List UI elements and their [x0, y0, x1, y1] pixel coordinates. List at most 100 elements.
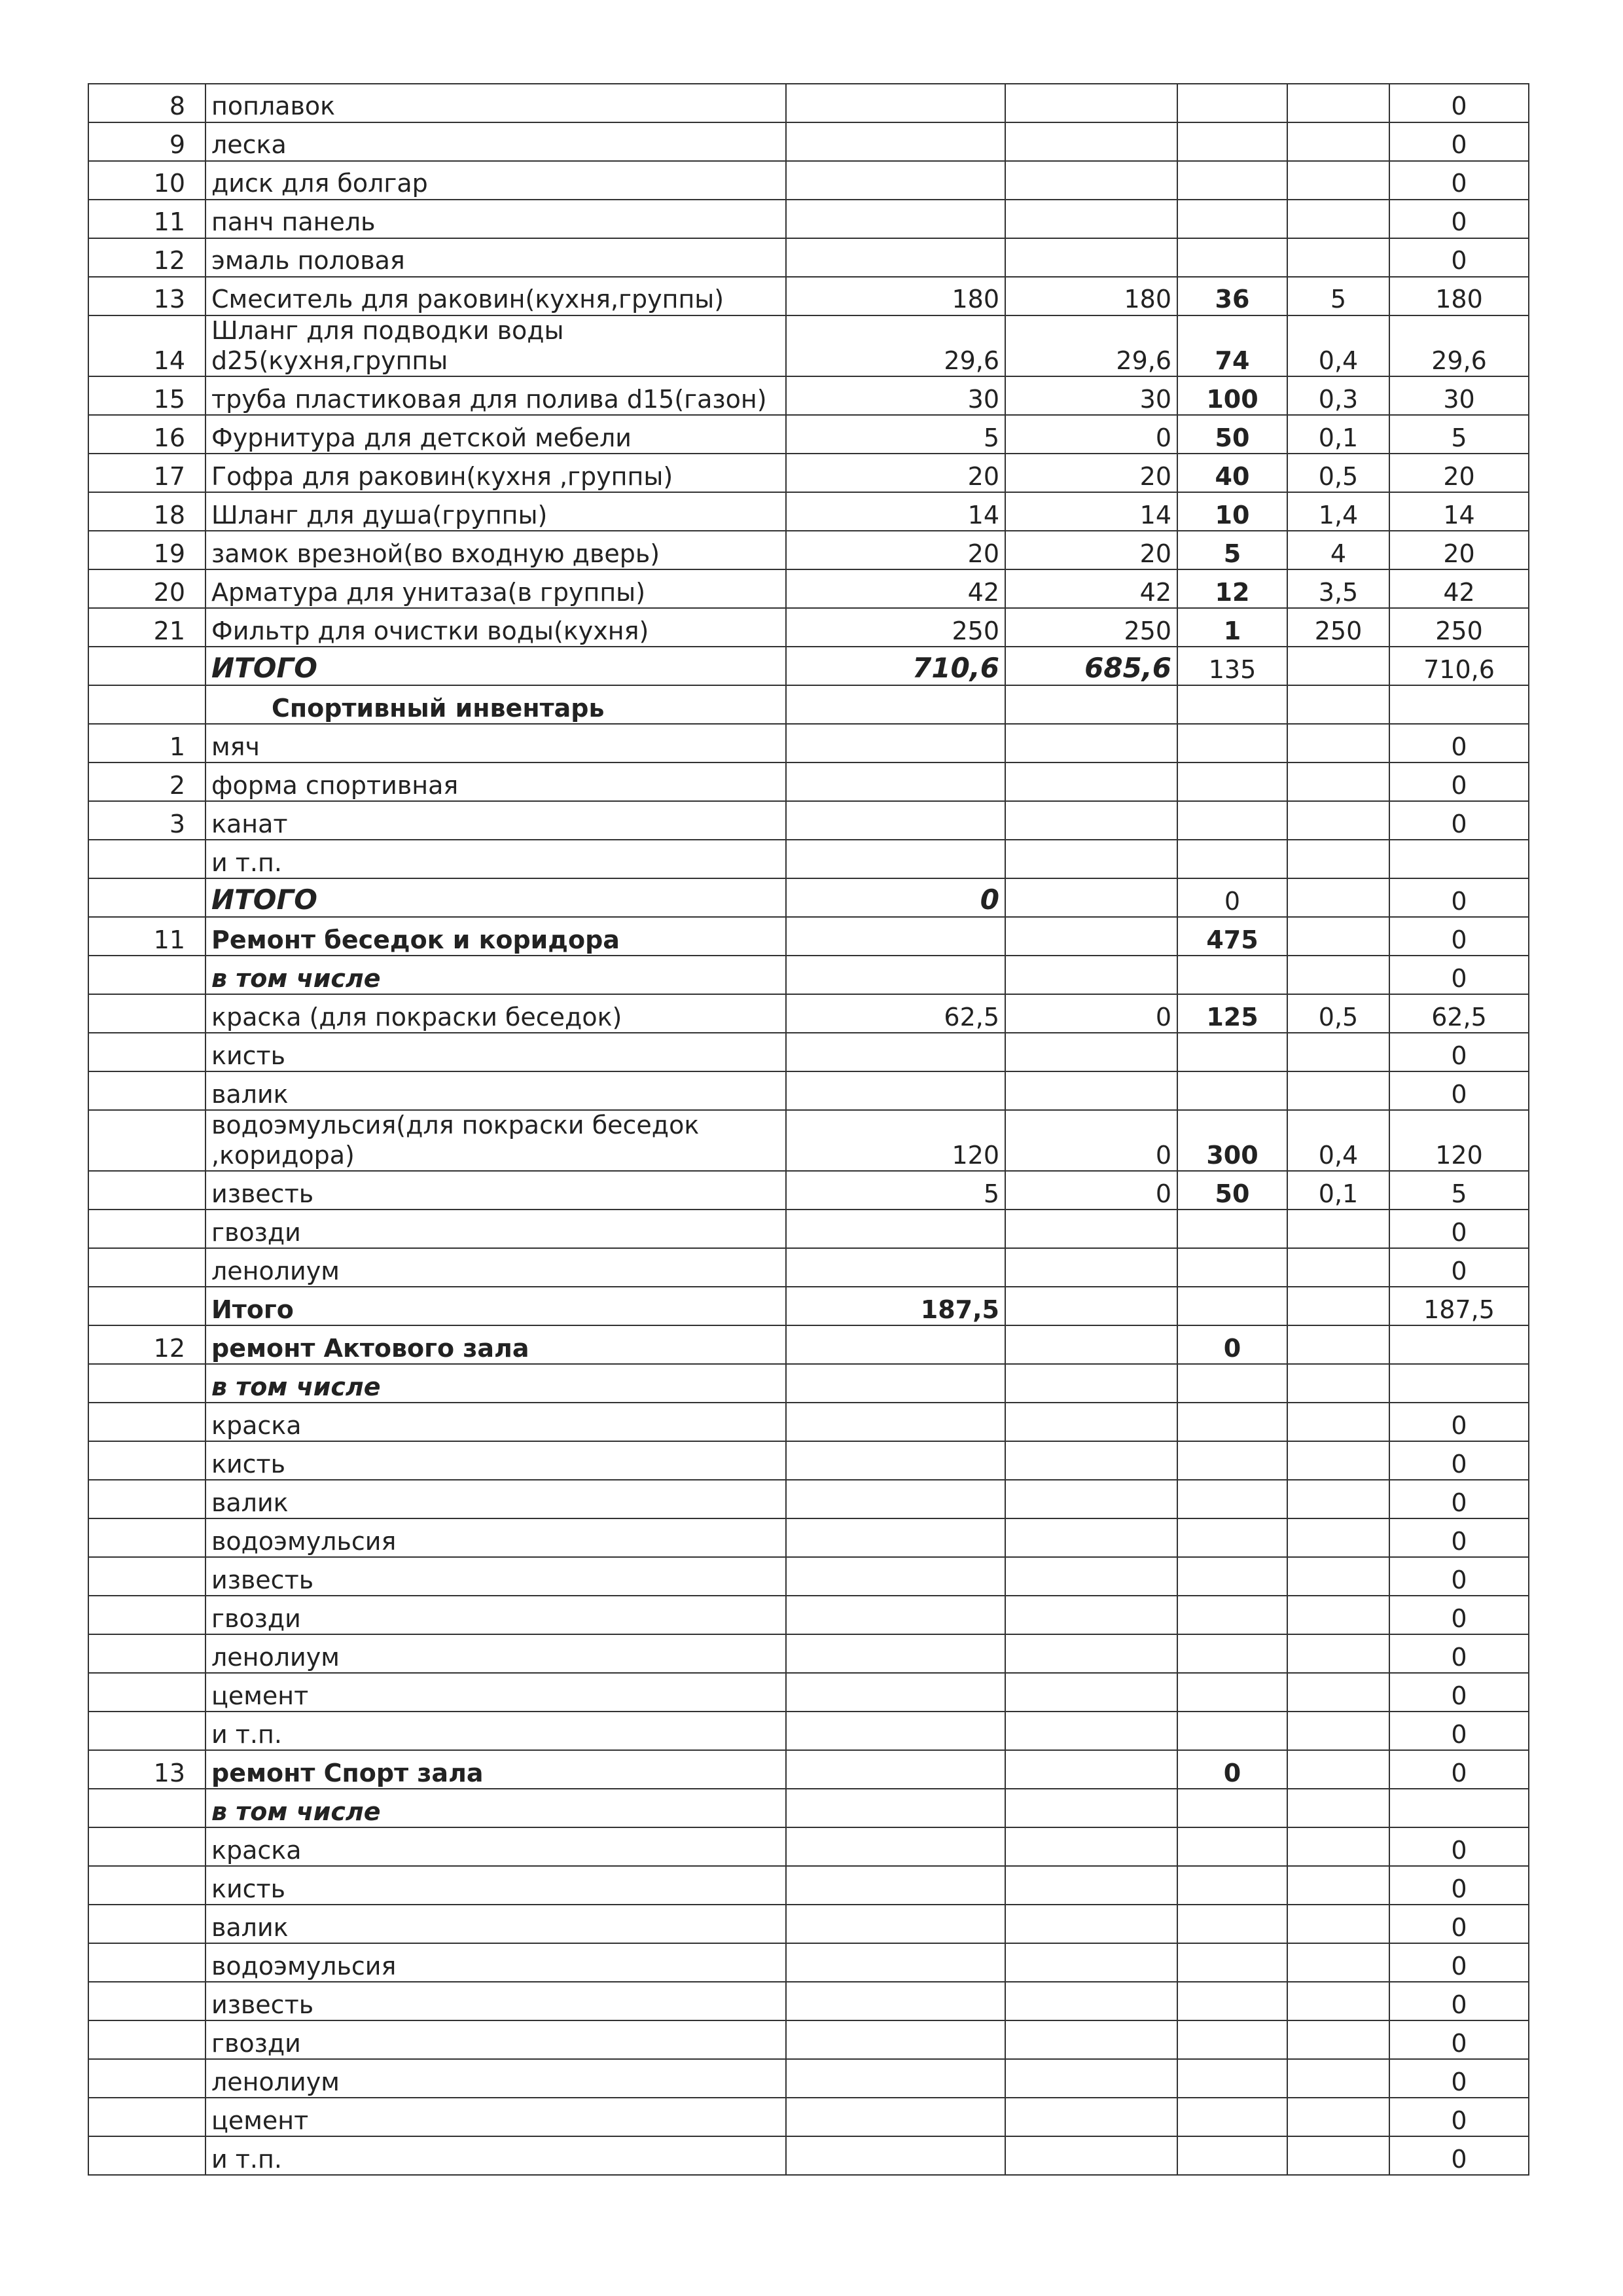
table-cell [1287, 1827, 1390, 1867]
table-cell [1177, 1032, 1288, 1073]
table-cell [785, 122, 1006, 162]
table-cell [1005, 1209, 1178, 1249]
table-cell [1177, 955, 1288, 996]
table-row: цемент 0 [88, 1672, 1529, 1713]
table-cell: диск для болгар [205, 160, 787, 200]
table-cell: 36 [1177, 276, 1288, 316]
table-cell [1177, 1865, 1288, 1906]
table-row: Спортивный инвентарь [88, 685, 1529, 725]
table-cell: 40 [1177, 453, 1288, 493]
table-cell [1177, 800, 1288, 841]
table-cell: 0 [1177, 1325, 1288, 1365]
table-cell [1287, 1981, 1390, 2022]
table-cell [88, 878, 206, 918]
table-cell: 0,5 [1287, 994, 1390, 1034]
table-cell: 0,4 [1287, 314, 1390, 378]
table-cell: 29,6 [1005, 314, 1178, 378]
table-cell [785, 1247, 1006, 1288]
table-cell: 5 [1287, 276, 1390, 316]
table-row: 10 диск для болгар 0 [88, 160, 1529, 200]
table-cell [785, 1788, 1006, 1829]
table-cell [1287, 2020, 1390, 2060]
table-cell: 11 [88, 199, 206, 239]
table-cell [1005, 2058, 1178, 2099]
table-cell: 187,5 [785, 1286, 1006, 1327]
table-cell: 0 [1389, 2058, 1529, 2099]
table-cell [1287, 1479, 1390, 1520]
table-cell: в том числе [205, 955, 787, 996]
table-cell [1177, 1672, 1288, 1713]
table-cell: 0 [1389, 1032, 1529, 1073]
table-cell: 0 [1389, 2097, 1529, 2138]
table-cell [88, 1672, 206, 1713]
table-cell: ленолиум [205, 2058, 787, 2099]
table-cell: Шланг для подводки воды d25(кухня,группы [205, 314, 787, 378]
table-cell: 15 [88, 376, 206, 416]
table-cell [88, 1479, 206, 1520]
table-cell: валик [205, 1479, 787, 1520]
table-cell: 13 [88, 276, 206, 316]
table-cell: 30 [1005, 376, 1178, 416]
table-cell [785, 955, 1006, 996]
table-cell [785, 1711, 1006, 1751]
table-cell [785, 723, 1006, 764]
table-cell: 250 [1389, 607, 1529, 648]
table-cell: в том числе [205, 1363, 787, 1404]
table-cell [88, 1209, 206, 1249]
table-row: 17 Гофра для раковин(кухня ,группы) 20 20 40… [88, 453, 1529, 493]
table-cell [88, 1441, 206, 1481]
table-row: 8 поплавок 0 [88, 83, 1529, 123]
table-cell [1177, 199, 1288, 239]
table-cell: 42 [1389, 569, 1529, 609]
table-cell: Ремонт беседок и коридора [205, 916, 787, 957]
table-row: 13 Смеситель для раковин(кухня,группы) 180… [88, 276, 1529, 316]
table-cell [1005, 199, 1178, 239]
table-cell: 0 [1389, 1711, 1529, 1751]
table-cell [88, 1865, 206, 1906]
table-cell: 0 [1389, 1943, 1529, 1983]
table-cell: 20 [1005, 530, 1178, 571]
table-cell [88, 1904, 206, 1945]
table-cell: 187,5 [1389, 1286, 1529, 1327]
table-cell [1005, 1071, 1178, 1111]
table-cell: Фильтр для очистки воды(кухня) [205, 607, 787, 648]
table-cell [1177, 122, 1288, 162]
table-row: водоэмульсия 0 [88, 1518, 1529, 1558]
table-cell: 0 [1389, 1518, 1529, 1558]
table-row: цемент 0 [88, 2097, 1529, 2138]
table-cell: 0 [1389, 1827, 1529, 1867]
table-cell [1177, 1827, 1288, 1867]
table-cell [785, 1904, 1006, 1945]
table-cell: Итого [205, 1286, 787, 1327]
table: 8 поплавок 0 9 леска 0 10 диск для болгар 0 11 пан… [88, 83, 1529, 2176]
table-cell [1287, 955, 1390, 996]
table-cell [88, 2097, 206, 2138]
table-cell: эмаль половая [205, 238, 787, 278]
table-cell: 0 [1389, 878, 1529, 918]
table-cell [1287, 1247, 1390, 1288]
table-cell: валик [205, 1071, 787, 1111]
table-cell [785, 1209, 1006, 1249]
table-cell: 180 [1389, 276, 1529, 316]
table-row: 19 замок врезной(во входную дверь) 20 20 5 4 2… [88, 530, 1529, 571]
table-cell [1005, 916, 1178, 957]
table-cell: в том числе [205, 1788, 787, 1829]
table-row: 16 Фурнитура для детской мебели 5 0 50 0,1 5 [88, 414, 1529, 455]
table-cell [1177, 1556, 1288, 1597]
table-cell: 0 [1389, 2020, 1529, 2060]
table-cell: ИТОГО [205, 878, 787, 918]
table-cell: 14 [1389, 492, 1529, 532]
table-row: ИТОГО 710,6 685,6 135 710,6 [88, 646, 1529, 687]
table-row: 15 труба пластиковая для полива d15(газон… [88, 376, 1529, 416]
table-cell: 0 [1389, 1441, 1529, 1481]
table-cell: 5 [1389, 414, 1529, 455]
table-cell [1005, 1865, 1178, 1906]
table-cell [88, 1788, 206, 1829]
table-cell: 50 [1177, 414, 1288, 455]
table-cell [88, 839, 206, 880]
table-cell: ремонт Спорт зала [205, 1749, 787, 1790]
table-cell [785, 1556, 1006, 1597]
table-cell [1177, 2058, 1288, 2099]
table-cell [1177, 1981, 1288, 2022]
table-cell [1005, 2097, 1178, 2138]
